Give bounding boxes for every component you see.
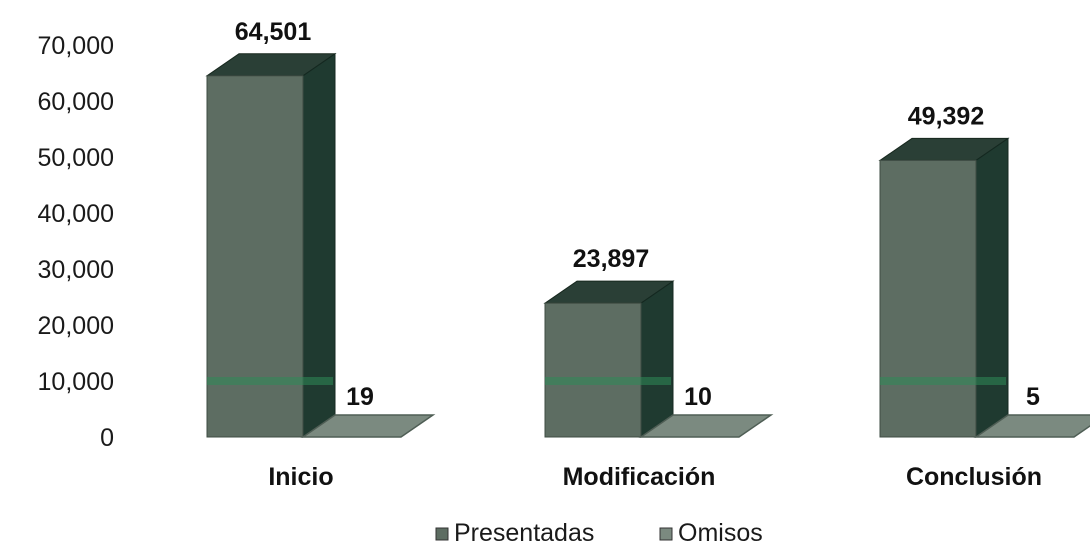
bar-front-face — [879, 159, 977, 438]
y-tick-label: 40,000 — [38, 200, 114, 228]
bar-front-face — [544, 302, 642, 438]
bar-side-face — [975, 137, 1009, 438]
bar-presentadas — [543, 280, 675, 438]
omisos-slab — [300, 414, 436, 438]
bars-group — [205, 52, 1090, 438]
y-axis: 0 10,000 20,000 30,000 40,000 50,000 60,000 70,… — [38, 32, 114, 452]
bar-omisos — [300, 414, 436, 438]
legend-swatch — [659, 527, 673, 541]
data-label-omisos: 19 — [346, 383, 374, 411]
category-label: Modificación — [563, 463, 716, 491]
bar-band — [880, 377, 1006, 385]
data-label-presentadas: 49,392 — [908, 102, 984, 130]
legend: Presentadas Omisos — [435, 519, 763, 547]
legend-item: Omisos — [659, 519, 763, 547]
legend-item: Presentadas — [435, 519, 594, 547]
category-label: Inicio — [268, 463, 333, 491]
data-label-presentadas: 64,501 — [235, 18, 312, 46]
bar-front-face — [206, 75, 304, 438]
legend-label: Presentadas — [454, 519, 594, 547]
y-tick-label: 10,000 — [38, 368, 114, 396]
data-label-omisos: 10 — [684, 383, 712, 411]
bar-omisos — [638, 414, 774, 438]
data-label-presentadas: 23,897 — [573, 245, 649, 273]
omisos-slab — [638, 414, 774, 438]
legend-swatch — [435, 527, 449, 541]
category-label: Conclusión — [906, 463, 1042, 491]
data-label-omisos: 5 — [1026, 383, 1040, 411]
bar-presentadas — [878, 137, 1010, 438]
y-tick-label: 30,000 — [38, 256, 114, 284]
y-tick-label: 20,000 — [38, 312, 114, 340]
labels-group: 64,501 19 Inicio 23,897 10 Modificación 49,392… — [235, 18, 1042, 491]
bar-side-face — [640, 280, 674, 438]
bar-omisos — [973, 414, 1090, 438]
bar-band — [207, 377, 333, 385]
y-tick-label: 70,000 — [38, 32, 114, 60]
omisos-slab — [973, 414, 1090, 438]
bar-presentadas — [205, 52, 337, 438]
y-tick-label: 0 — [100, 424, 114, 452]
bar-band — [545, 377, 671, 385]
y-tick-label: 50,000 — [38, 144, 114, 172]
legend-label: Omisos — [678, 519, 763, 547]
y-tick-label: 60,000 — [38, 88, 114, 116]
